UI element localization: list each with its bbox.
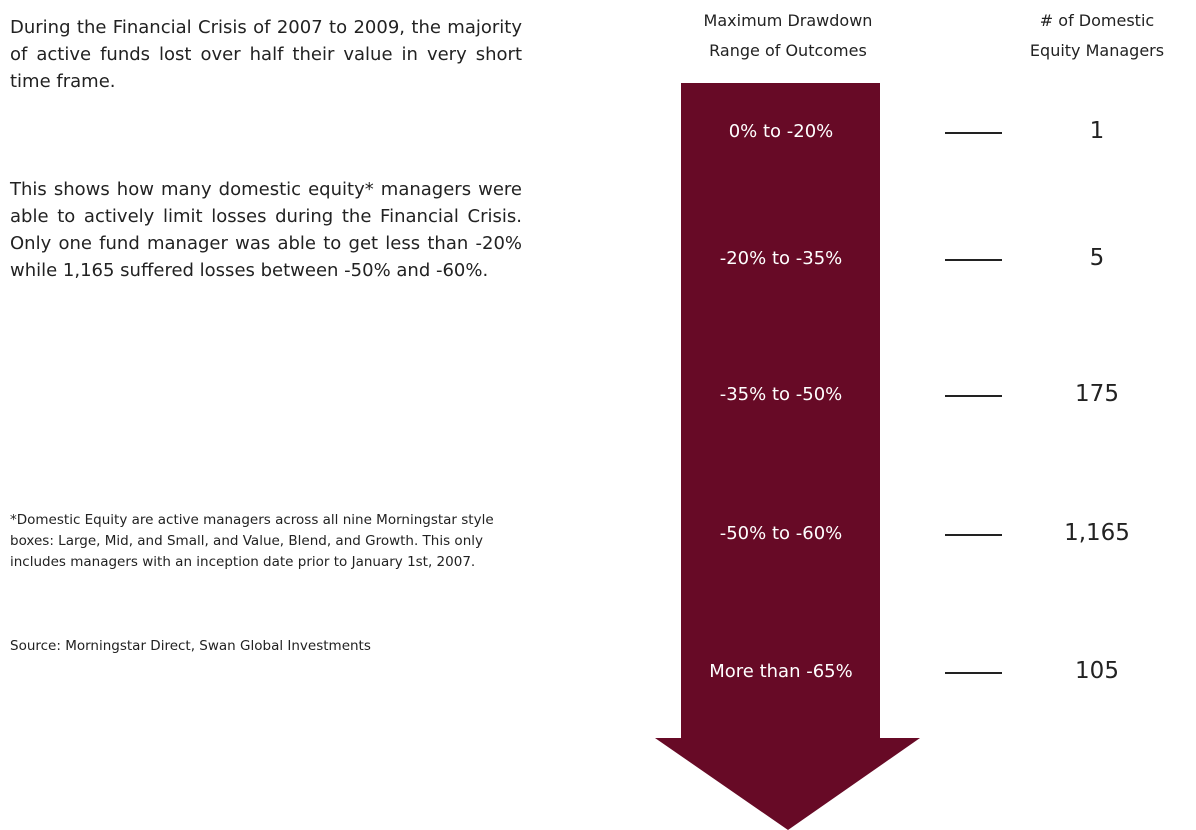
header-line: Range of Outcomes [709, 41, 867, 60]
connector [945, 395, 1002, 397]
paragraph: During the Financial Crisis of 2007 to 2… [10, 17, 522, 92]
count-label: 105 [1075, 658, 1119, 684]
connector [945, 534, 1002, 536]
source: Source: Morningstar Direct, Swan Global … [10, 638, 371, 654]
connector [945, 132, 1002, 134]
connector [945, 259, 1002, 261]
connector [945, 672, 1002, 674]
range-label: More than -65% [709, 661, 853, 682]
count-label: 1,165 [1064, 520, 1130, 546]
footnote: *Domestic Equity are active managers acr… [10, 512, 494, 570]
count-label: 5 [1089, 245, 1105, 271]
header: # of Domestic Equity Managers [977, 6, 1196, 66]
header: Maximum Drawdown Range of Outcomes [668, 6, 908, 66]
header-line: Equity Managers [1029, 41, 1165, 60]
arrow [655, 83, 920, 830]
count-label: 175 [1075, 381, 1119, 407]
header-line: Maximum Drawdown [703, 11, 873, 30]
paragraph: This shows how many domestic equity* man… [10, 179, 522, 281]
range-label: -50% to -60% [719, 523, 843, 544]
range-label: -20% to -35% [719, 248, 843, 269]
range-label: -35% to -50% [719, 384, 843, 405]
count-label: 1 [1089, 118, 1105, 144]
range-label: 0% to -20% [728, 121, 834, 142]
header-line: # of Domestic [1039, 11, 1155, 30]
